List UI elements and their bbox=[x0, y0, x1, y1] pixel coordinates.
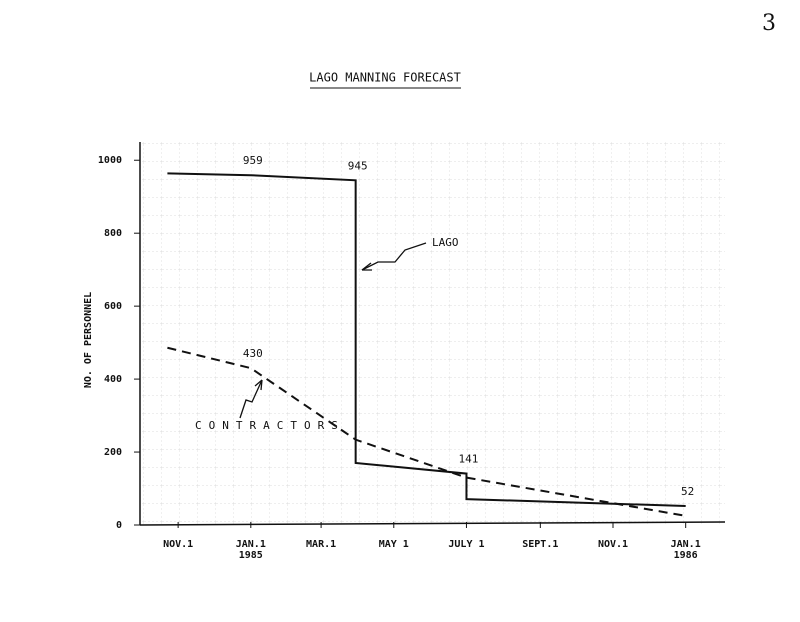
data-label: 959 bbox=[243, 154, 263, 167]
x-tick-label: 1986 bbox=[674, 550, 698, 561]
data-label: 141 bbox=[459, 453, 479, 466]
data-label: 430 bbox=[243, 347, 263, 360]
x-tick-label: JAN.1 bbox=[236, 539, 266, 550]
data-label: 945 bbox=[348, 159, 368, 172]
x-tick-label: 1985 bbox=[239, 550, 263, 561]
annotation-arrow bbox=[239, 379, 263, 419]
page-number: 3 bbox=[762, 11, 776, 36]
x-tick-label: SEPT.1 bbox=[522, 539, 558, 550]
x-tick-label: NOV.1 bbox=[598, 539, 628, 550]
series-label: LAGO bbox=[432, 236, 459, 249]
data-label: 52 bbox=[681, 485, 694, 498]
annotation-arrow bbox=[361, 242, 427, 271]
series-label: CONTRACTORS bbox=[195, 419, 345, 432]
x-tick-label: JULY 1 bbox=[448, 539, 484, 550]
y-tick-label: 0 bbox=[116, 520, 122, 531]
x-tick-label: MAY 1 bbox=[379, 539, 409, 550]
arrow-head bbox=[254, 379, 263, 391]
x-tick-label: MAR.1 bbox=[306, 539, 336, 550]
x-tick-label: NOV.1 bbox=[163, 539, 193, 550]
y-tick-label: 800 bbox=[104, 228, 122, 239]
series-line bbox=[167, 346, 686, 517]
y-tick-label: 1000 bbox=[98, 155, 122, 166]
x-tick-label: JAN.1 bbox=[671, 539, 701, 550]
series-line bbox=[167, 172, 686, 508]
graph-paper bbox=[140, 140, 725, 525]
arrow-head bbox=[361, 262, 372, 271]
y-tick-label: 400 bbox=[104, 374, 122, 385]
y-tick-label: 200 bbox=[104, 447, 122, 458]
y-tick-label: 600 bbox=[104, 301, 122, 312]
chart-title: LAGO MANNING FORECAST bbox=[309, 71, 461, 85]
x-axis bbox=[139, 521, 726, 526]
y-axis-label: NO. OF PERSONNEL bbox=[83, 292, 94, 388]
